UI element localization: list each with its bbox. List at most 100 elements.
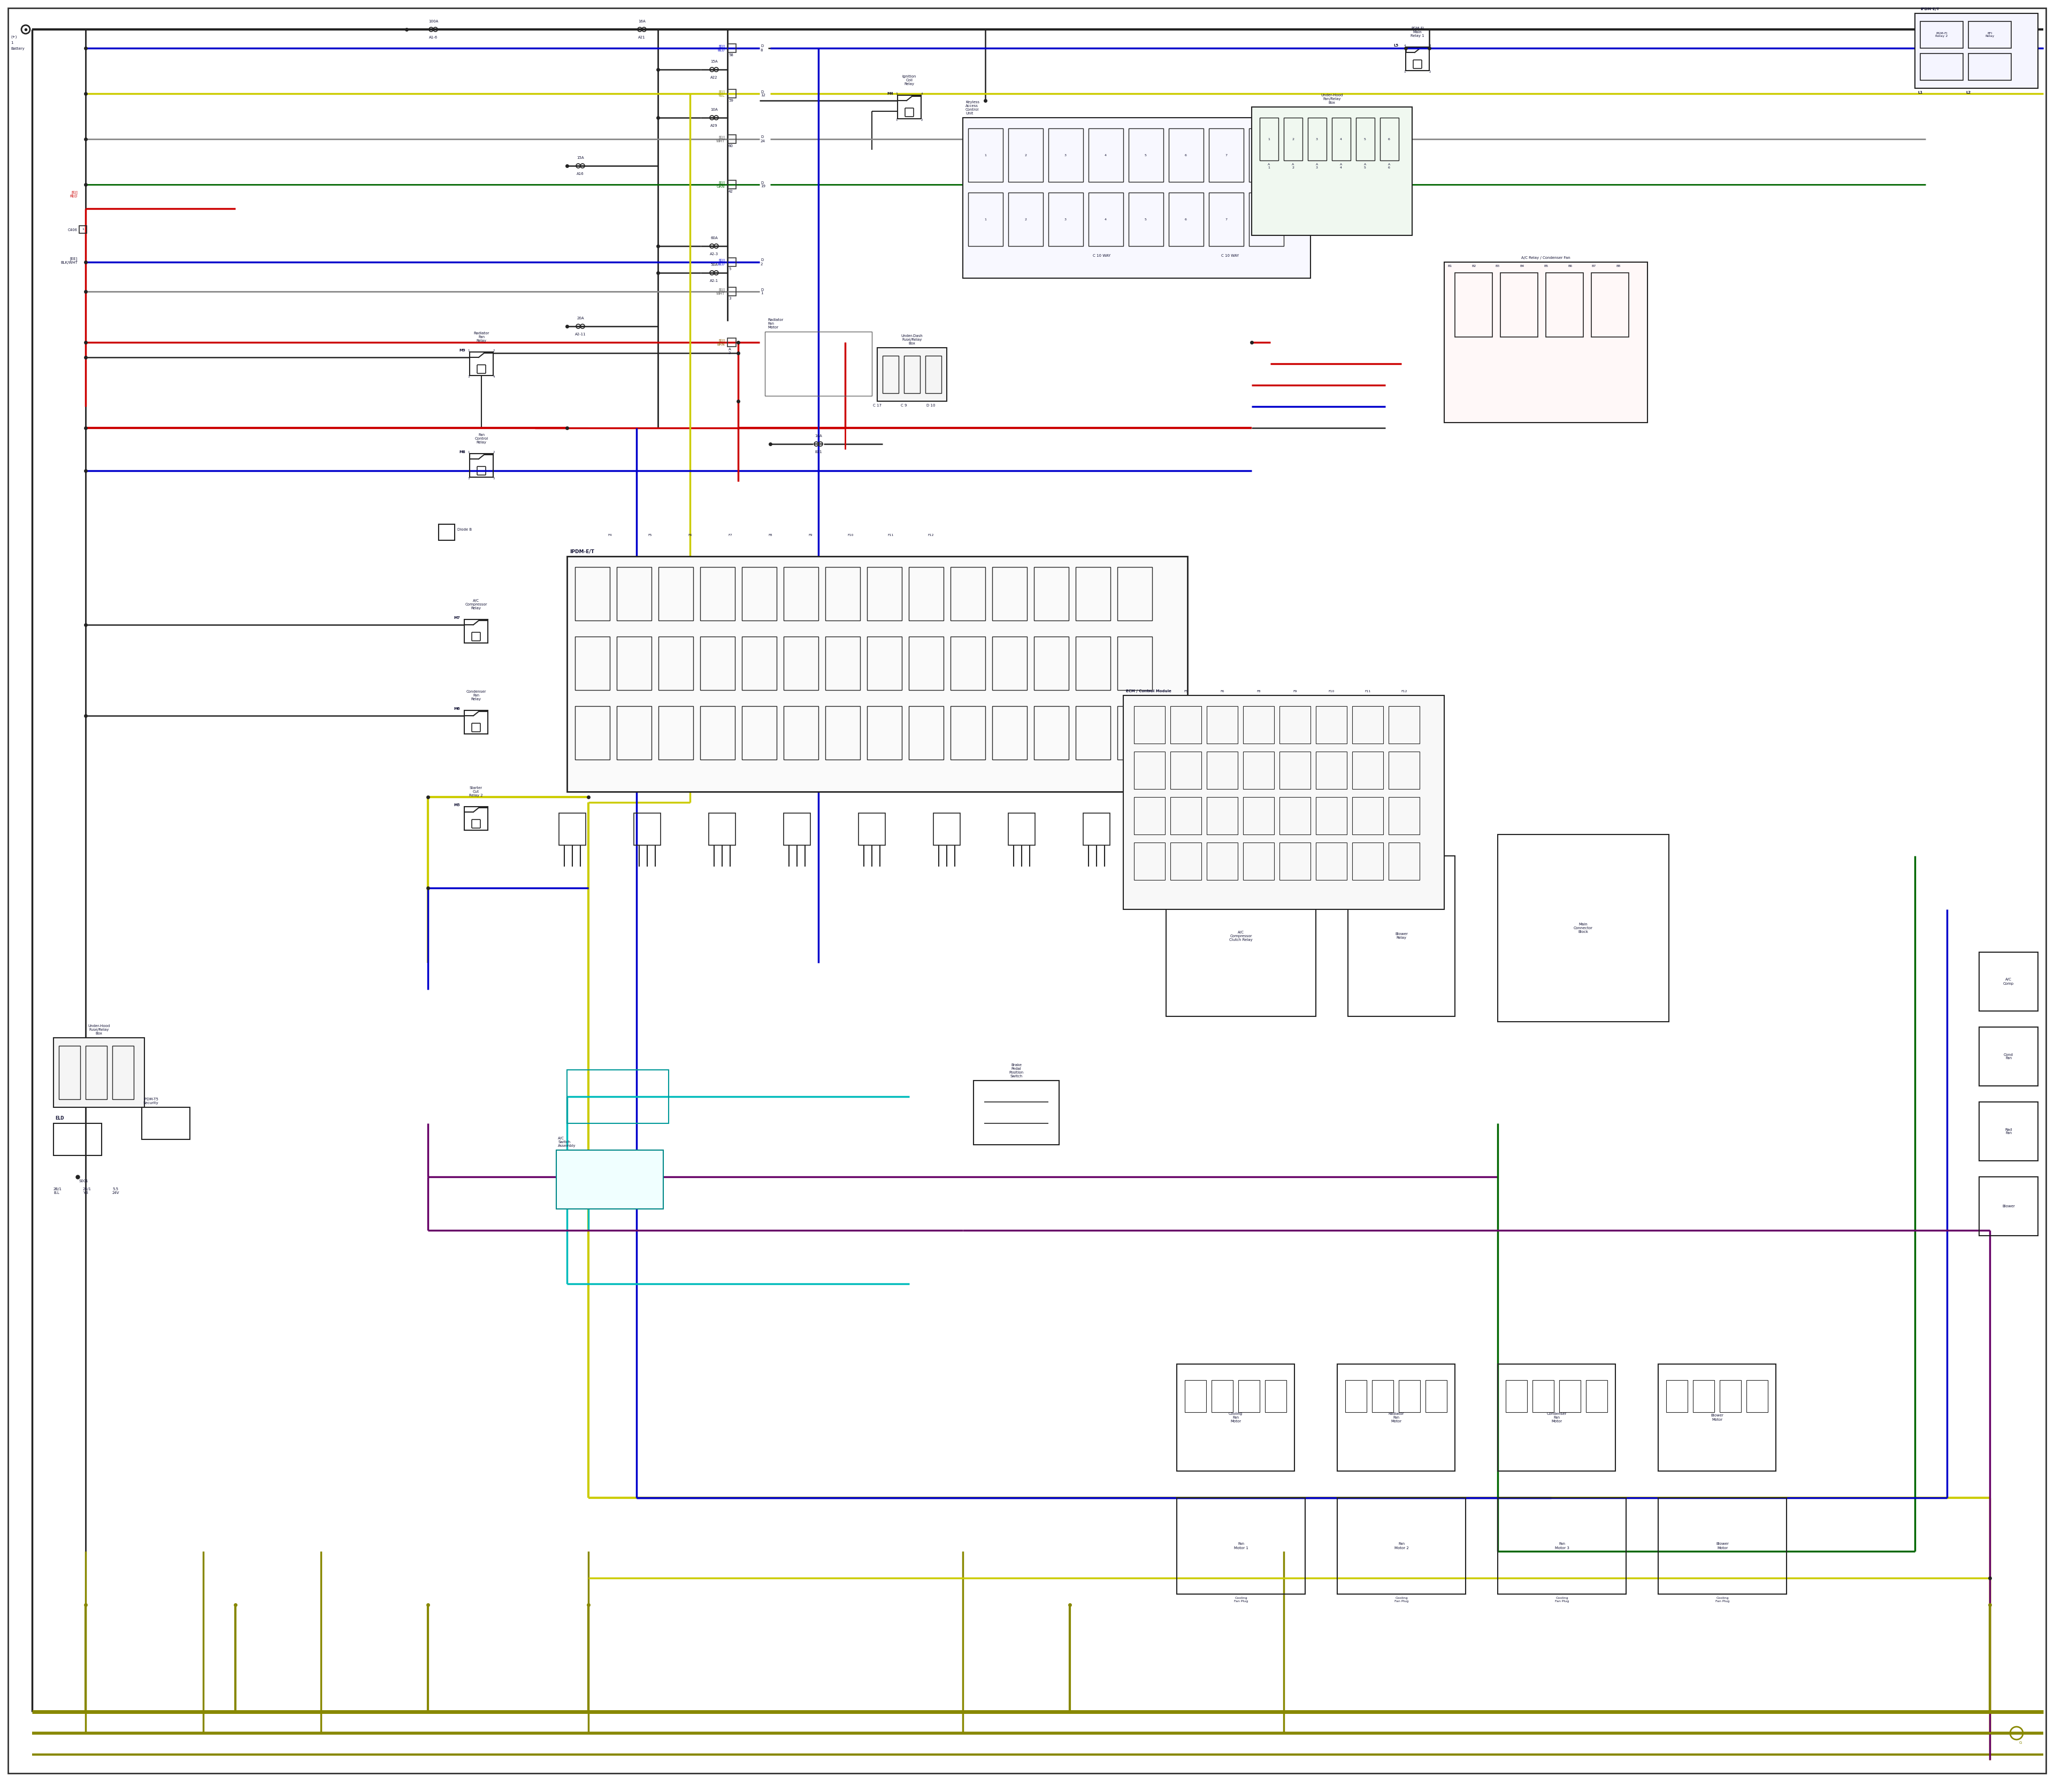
Bar (727, 43, 735, 52)
Text: 3: 3 (1064, 154, 1066, 156)
Text: 10A: 10A (711, 108, 717, 111)
Bar (1076, 636, 1111, 690)
Text: Rad
Fan: Rad Fan (2005, 1127, 2013, 1134)
Text: F6: F6 (688, 534, 692, 536)
Bar (464, 710, 489, 735)
Text: A22: A22 (711, 75, 717, 79)
Text: A2-11: A2-11 (575, 333, 585, 335)
Bar (1980, 952, 2038, 1011)
Bar (1009, 814, 1035, 846)
Bar (1082, 814, 1109, 846)
Bar (1171, 706, 1202, 744)
Bar (764, 332, 871, 396)
Text: 3: 3 (729, 297, 731, 299)
Text: [EJ]
YEL: [EJ] YEL (719, 90, 725, 97)
Text: 2B/1
Y.B: 2B/1 Y.B (82, 1188, 92, 1195)
Bar (904, 357, 920, 392)
Text: A21: A21 (639, 36, 645, 39)
Text: Condenser
Fan
Relay: Condenser Fan Relay (466, 690, 487, 701)
Bar (464, 806, 489, 830)
Bar (1265, 1380, 1286, 1412)
Text: F6: F6 (1220, 690, 1224, 694)
Bar (1497, 1498, 1627, 1595)
Text: IPDM-T5
Security: IPDM-T5 Security (144, 1098, 158, 1104)
Bar (1117, 636, 1152, 690)
Text: M5: M5 (454, 803, 460, 806)
Bar (908, 706, 943, 760)
Bar (1076, 706, 1111, 760)
Bar (700, 706, 735, 760)
Bar (464, 620, 489, 643)
Text: F4: F4 (608, 534, 612, 536)
Text: 20A: 20A (577, 317, 583, 321)
Text: A29: A29 (711, 124, 717, 127)
Bar (1658, 1364, 1777, 1471)
Text: PGM-FI
Relay 2: PGM-FI Relay 2 (1935, 32, 1947, 38)
Text: 58: 58 (729, 54, 733, 57)
Bar (1243, 842, 1273, 880)
Bar (785, 814, 811, 846)
Bar (470, 453, 493, 477)
Text: Ignition
Coil
Relay: Ignition Coil Relay (902, 75, 916, 86)
Text: Cooling
Fan Plug: Cooling Fan Plug (1715, 1597, 1729, 1602)
Bar (1592, 272, 1629, 337)
Text: Under-Hood
Fan/Relay
Box: Under-Hood Fan/Relay Box (1321, 93, 1343, 104)
Text: C 10 WAY: C 10 WAY (1093, 254, 1111, 258)
Bar (559, 814, 585, 846)
Text: 1: 1 (984, 154, 986, 156)
Text: A
6: A 6 (1389, 163, 1391, 168)
Text: Fan
Motor 3: Fan Motor 3 (1555, 1543, 1569, 1550)
Bar (1251, 108, 1413, 235)
Text: C 10 WAY: C 10 WAY (1222, 254, 1239, 258)
Text: A1-6: A1-6 (429, 36, 438, 39)
Bar (1920, 54, 1964, 81)
Text: 5.5
24V: 5.5 24V (113, 1188, 119, 1195)
Text: M6: M6 (454, 708, 460, 710)
Text: A
1: A 1 (1267, 163, 1269, 168)
Bar (1352, 706, 1382, 744)
Text: M7: M7 (454, 616, 460, 620)
Text: A2-1: A2-1 (711, 280, 719, 283)
Text: 50A: 50A (711, 263, 717, 267)
Text: D
19: D 19 (760, 181, 766, 188)
Text: A/C
Compressor
Clutch Relay: A/C Compressor Clutch Relay (1228, 930, 1253, 941)
Text: D
12: D 12 (760, 90, 766, 97)
Text: A/C
Switch
Assembly: A/C Switch Assembly (559, 1136, 575, 1147)
Text: A
2: A 2 (729, 348, 731, 355)
Bar (859, 814, 885, 846)
Text: 3: 3 (1317, 138, 1319, 140)
Bar (1372, 1380, 1393, 1412)
Bar (1317, 842, 1347, 880)
Bar (826, 706, 861, 760)
Text: B4: B4 (1520, 265, 1524, 267)
Bar (951, 566, 986, 620)
Text: 8: 8 (1265, 154, 1267, 156)
Bar (1243, 797, 1273, 835)
Text: 60: 60 (729, 145, 733, 147)
Bar (727, 339, 735, 346)
Text: F8: F8 (1257, 690, 1261, 694)
Text: D
24: D 24 (760, 136, 766, 143)
Text: F4: F4 (1148, 690, 1152, 694)
Bar (1208, 706, 1239, 744)
Bar (1208, 797, 1239, 835)
Text: Brake
Pedal
Position
Switch: Brake Pedal Position Switch (1009, 1063, 1023, 1077)
Bar (1405, 47, 1430, 70)
Bar (1317, 751, 1347, 788)
Text: 4: 4 (1105, 219, 1107, 220)
Bar (741, 566, 776, 620)
Bar (142, 1107, 189, 1140)
Text: B1: B1 (1448, 265, 1452, 267)
Bar (1033, 706, 1068, 760)
Bar (826, 636, 861, 690)
Bar (1968, 22, 2011, 48)
Text: Blower
Relay: Blower Relay (1395, 932, 1407, 939)
Text: B8: B8 (1616, 265, 1621, 267)
Text: 2B/1
B.L: 2B/1 B.L (53, 1188, 62, 1195)
Text: B6: B6 (1567, 265, 1571, 267)
Bar (575, 636, 610, 690)
Bar (1009, 192, 1043, 246)
Bar (974, 1081, 1060, 1145)
Bar (1048, 192, 1082, 246)
Text: Radiator
Fan
Motor: Radiator Fan Motor (768, 319, 783, 330)
